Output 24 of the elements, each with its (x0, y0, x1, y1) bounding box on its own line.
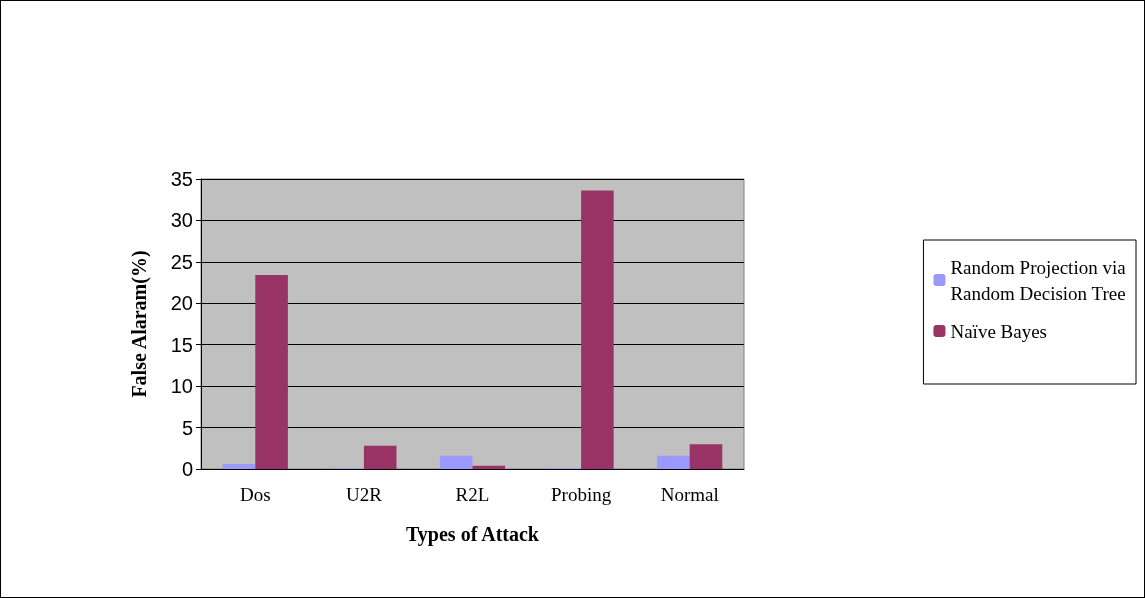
bar (689, 444, 723, 469)
bar (255, 275, 288, 469)
bar (581, 190, 614, 469)
bar (363, 445, 397, 469)
y-tick-label: 30 (170, 209, 193, 232)
legend-label: Random Projection via Random Decision Tree (950, 256, 1127, 304)
x-tick-label: U2R (345, 484, 383, 505)
legend-label: Naïve Bayes (950, 320, 1048, 342)
x-tick-label: R2L (455, 484, 490, 505)
x-tick-label: Normal (660, 484, 719, 505)
x-tick-label: Dos (239, 484, 271, 505)
bar (439, 455, 473, 469)
y-tick-label: 25 (170, 250, 193, 273)
y-tick-label: 10 (170, 375, 193, 398)
bar (222, 464, 256, 469)
y-tick-label: 35 (170, 168, 193, 190)
bar (657, 455, 690, 469)
y-tick-label: 0 (181, 458, 193, 480)
x-tick-label: Probing (551, 484, 612, 505)
y-tick-label: 5 (181, 416, 193, 439)
y-tick-label: 20 (170, 292, 193, 315)
y-tick-label: 15 (170, 333, 193, 356)
y-axis-title: False Alaram(%) (128, 250, 151, 398)
x-axis-title: Types of Attack (406, 523, 540, 546)
